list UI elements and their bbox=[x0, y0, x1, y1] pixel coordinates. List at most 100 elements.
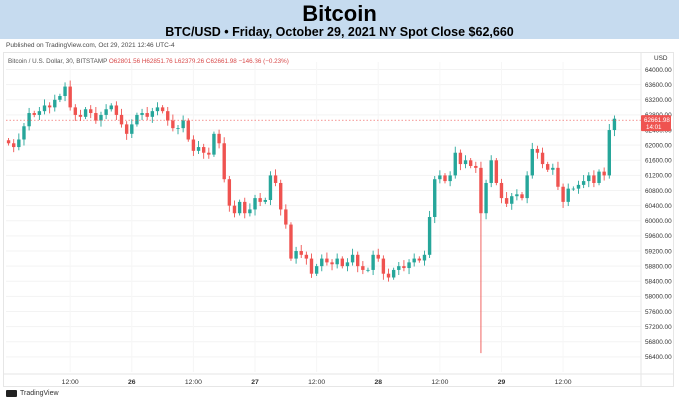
candle-body bbox=[499, 182, 504, 199]
candle-body bbox=[510, 196, 514, 204]
candle-body bbox=[32, 113, 36, 115]
candle-body bbox=[433, 179, 437, 217]
chart-title: Bitcoin bbox=[302, 1, 377, 26]
candle-body bbox=[53, 99, 57, 108]
candle-body bbox=[453, 152, 457, 176]
x-tick-label: 12:00 bbox=[555, 379, 572, 386]
candle-body bbox=[525, 175, 529, 199]
candle-body bbox=[186, 120, 190, 140]
y-tick-label: 61200.00 bbox=[645, 173, 672, 180]
title-banner: Bitcoin BTC/USD • Friday, October 29, 20… bbox=[0, 0, 679, 39]
y-tick-label: 56400.00 bbox=[645, 354, 672, 361]
candle-body bbox=[320, 258, 324, 267]
last-price-tag bbox=[641, 115, 671, 132]
candle-body bbox=[345, 262, 350, 267]
candle-body bbox=[330, 262, 334, 265]
candle-body bbox=[592, 175, 596, 183]
candle-body bbox=[571, 188, 576, 190]
x-axis: 12:00 26 12:00 27 12:00 28 12:00 29 12:00 bbox=[3, 373, 674, 386]
candle-body bbox=[176, 128, 180, 129]
candle-body bbox=[37, 111, 42, 115]
candle-body bbox=[227, 179, 232, 206]
candle-body bbox=[309, 258, 314, 274]
candle-body bbox=[140, 113, 144, 115]
y-tick-label: 63600.00 bbox=[645, 82, 672, 89]
candle-body bbox=[42, 105, 47, 112]
candle-body bbox=[135, 114, 139, 125]
candle-body bbox=[597, 171, 601, 183]
y-tick-label: 58000.00 bbox=[645, 294, 672, 301]
candle-body bbox=[376, 254, 380, 259]
y-axis: 56400.00 56800.00 57200.00 57600.00 58000.00… bbox=[640, 52, 672, 386]
y-tick-label: 56800.00 bbox=[645, 339, 672, 346]
last-price-label: 62661.98 bbox=[644, 117, 670, 124]
candle-body bbox=[587, 175, 591, 182]
tradingview-logo-icon bbox=[6, 390, 17, 397]
candle-body bbox=[520, 194, 524, 199]
y-tick-label: 61600.00 bbox=[645, 158, 672, 165]
candle-body bbox=[561, 186, 565, 202]
candle-body bbox=[484, 182, 488, 214]
candle-body bbox=[530, 148, 534, 176]
candle-body bbox=[489, 160, 493, 183]
candle-body bbox=[535, 148, 540, 153]
candle-body bbox=[314, 266, 319, 274]
footer-brand: TradingView bbox=[20, 390, 59, 397]
series-label: Bitcoin / U.S. Dollar, 30, BITSTAMP O628… bbox=[8, 58, 289, 65]
candle-body bbox=[494, 160, 499, 183]
y-tick-label: 62000.00 bbox=[645, 142, 672, 149]
candle-body bbox=[402, 266, 406, 269]
candle-body bbox=[304, 254, 309, 259]
candle-body bbox=[130, 124, 134, 134]
candle-body bbox=[89, 109, 93, 114]
y-tick-label: 57200.00 bbox=[645, 324, 672, 331]
y-tick-label: 60400.00 bbox=[645, 203, 672, 210]
x-tick-label: 26 bbox=[128, 379, 136, 386]
candles-group bbox=[6, 80, 617, 354]
candle-body bbox=[443, 175, 447, 182]
candle-body bbox=[83, 109, 88, 117]
candle-body bbox=[612, 118, 617, 131]
candle-body bbox=[325, 258, 329, 263]
y-tick-label: 59200.00 bbox=[645, 248, 672, 255]
x-tick-label: 27 bbox=[251, 379, 259, 386]
candle-body bbox=[160, 107, 165, 112]
candle-body bbox=[366, 269, 370, 271]
candle-body bbox=[371, 254, 375, 270]
y-tick-label: 57600.00 bbox=[645, 309, 672, 316]
candle-body bbox=[458, 152, 463, 165]
x-tick-label: 12:00 bbox=[185, 379, 202, 386]
candle-body bbox=[397, 266, 401, 270]
candle-body bbox=[427, 217, 432, 255]
candle-body bbox=[99, 114, 103, 121]
candle-body bbox=[78, 114, 83, 117]
candle-body bbox=[104, 109, 108, 115]
candle-body bbox=[22, 126, 26, 140]
candle-body bbox=[463, 160, 468, 165]
candle-body bbox=[217, 133, 221, 144]
x-tick-label: 29 bbox=[498, 379, 506, 386]
x-tick-label: 12:00 bbox=[431, 379, 448, 386]
x-tick-label: 12:00 bbox=[62, 379, 79, 386]
candle-body bbox=[448, 175, 452, 182]
candle-body bbox=[237, 201, 242, 214]
candle-body bbox=[191, 139, 196, 151]
candle-body bbox=[196, 147, 201, 151]
candle-body bbox=[6, 140, 11, 144]
candle-body bbox=[607, 130, 611, 176]
candle-body bbox=[181, 120, 185, 129]
candle-body bbox=[284, 209, 288, 225]
series-ohlc: O62801.56 H62851.76 L62379.26 C62661.98 … bbox=[108, 58, 289, 65]
candle-body bbox=[545, 164, 550, 170]
candle-body bbox=[391, 269, 396, 278]
candle-body bbox=[289, 224, 293, 259]
candle-body bbox=[350, 254, 355, 263]
y-tick-label: 60800.00 bbox=[645, 188, 672, 195]
candle-body bbox=[17, 139, 21, 148]
candle-body bbox=[94, 113, 98, 121]
candle-body bbox=[412, 258, 416, 263]
y-axis-currency: USD bbox=[654, 55, 668, 62]
candle-body bbox=[468, 160, 473, 166]
